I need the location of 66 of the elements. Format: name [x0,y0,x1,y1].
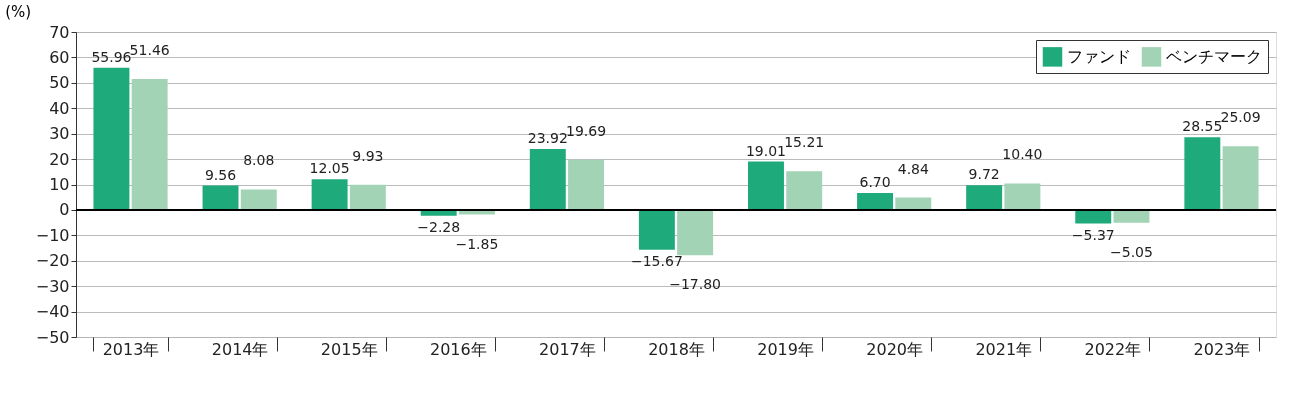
x-tick-label: 2023年 [1193,339,1251,359]
x-tick-label: 2016年 [429,339,487,359]
x-tick-label: 2020年 [866,339,924,359]
x-tick-label: 2021年 [975,339,1033,359]
y-tick-label: −20 [35,251,70,271]
data-label: 9.72 [968,166,1000,183]
x-tick-label: 2017年 [539,339,596,359]
bar [677,209,714,256]
data-label: 12.05 [309,160,350,177]
y-tick-label: 0 [59,200,70,220]
bar [966,185,1003,210]
bar [202,185,239,210]
data-label: 23.92 [527,130,568,147]
data-label: −17.80 [669,276,722,293]
bar [1075,209,1112,224]
bar [240,189,277,210]
bar [895,197,932,210]
y-tick-label: 70 [49,22,70,42]
bar [131,79,168,210]
data-label: 9.56 [204,166,237,183]
y-tick-label: 30 [49,124,70,144]
bar [311,179,348,210]
x-tick-label: 2019年 [757,339,814,359]
legend-label: ベンチマーク [1166,46,1262,66]
bar [568,159,604,210]
data-label: 15.21 [784,134,825,151]
bar [93,67,130,210]
legend-label: ファンド [1067,46,1131,66]
bar [349,184,386,210]
x-tick-label: 2015年 [320,339,378,359]
y-tick-label: 50 [49,73,70,93]
data-label: 55.96 [91,48,132,65]
data-label: −1.85 [455,235,499,252]
data-label: −5.05 [1110,243,1153,260]
bar [1222,146,1259,210]
bar [748,161,784,210]
bar [1004,183,1041,210]
data-label: 6.70 [859,173,891,190]
x-tick-label: 2022年 [1084,339,1142,359]
y-axis-title: (%) [5,3,32,21]
x-tick-label: 2018年 [648,339,705,359]
y-tick-label: 40 [49,98,70,118]
y-tick-label: 10 [49,175,70,194]
bar [638,209,675,250]
data-label: 4.84 [897,160,929,177]
y-tick-label: −30 [35,276,70,296]
data-label: 19.01 [745,142,787,159]
bar [786,171,823,210]
bar [529,149,566,210]
bar [1113,209,1150,223]
y-tick-label: 20 [49,149,70,169]
data-label: −2.28 [417,218,461,235]
data-label: 8.08 [243,152,275,169]
y-tick-label: −10 [35,225,70,245]
data-label: 9.93 [352,147,384,164]
data-label: 10.40 [1002,146,1043,163]
bar [857,192,894,210]
y-tick-label: 60 [49,47,70,67]
x-tick-label: 2013年 [102,339,160,359]
x-tick-label: 2014年 [211,339,269,359]
y-tick-label: −40 [35,302,70,322]
bar [1184,137,1221,210]
data-label: −5.37 [1071,226,1115,243]
data-label: 25.09 [1220,109,1261,126]
data-label: −15.67 [630,252,683,269]
y-tick-label: −50 [35,327,70,347]
